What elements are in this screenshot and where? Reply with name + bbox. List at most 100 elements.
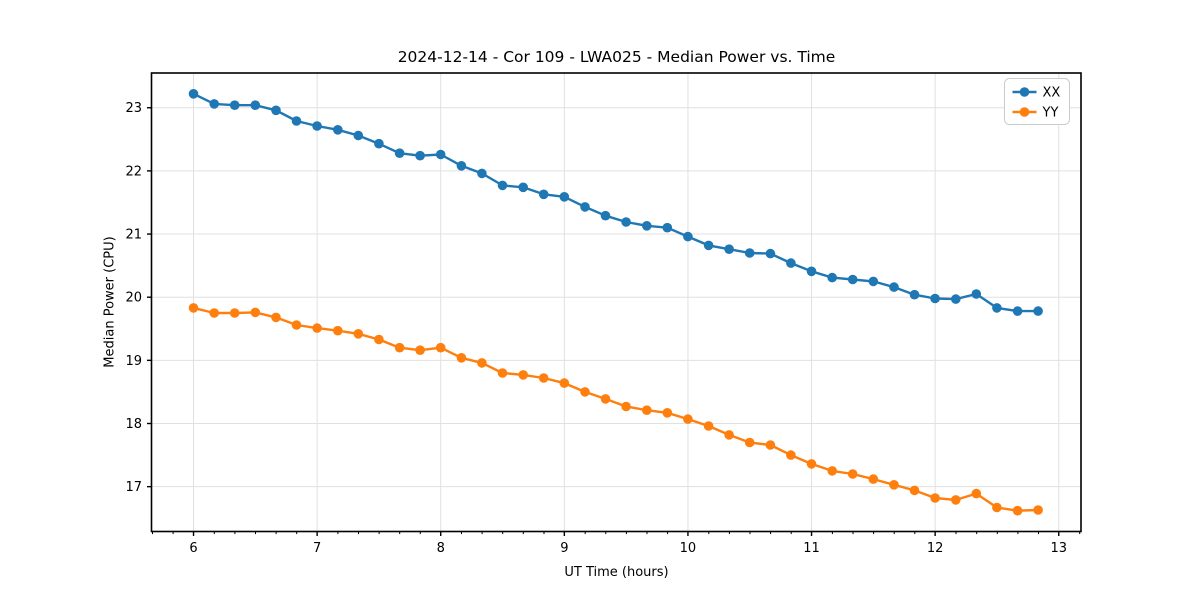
data-point-xx [209,99,219,109]
data-point-xx [1033,306,1043,316]
data-point-yy [580,387,590,397]
data-point-yy [456,353,467,363]
data-point-xx [1012,306,1023,316]
x-tick-label-13: 13 [1050,541,1067,556]
data-point-xx [271,105,281,116]
data-point-xx [868,276,879,287]
data-point-xx [724,244,734,254]
data-point-xx [229,100,240,110]
data-point-xx [744,248,755,258]
data-point-xx [559,192,570,202]
legend-item-yy: YY [1012,106,1059,121]
data-point-xx [642,221,652,231]
data-point-xx [662,222,673,233]
data-point-yy [559,378,570,388]
legend-label-yy: YY [1042,106,1059,121]
data-point-yy [827,466,837,476]
data-point-xx [333,125,343,135]
data-point-xx [971,289,982,299]
data-point-xx [291,116,302,126]
data-point-yy [229,308,240,318]
data-point-xx [683,231,693,242]
data-point-xx [806,266,817,277]
y-tick-label-22: 22 [125,164,142,179]
data-point-xx [621,217,631,227]
data-point-xx [250,100,261,110]
x-tick-label-6: 6 [189,541,197,556]
data-point-yy [209,308,219,318]
data-point-xx [930,293,940,304]
data-point-xx [951,294,961,304]
data-point-yy [971,488,982,499]
data-point-yy [992,502,1002,513]
tick-labels: 6 7 8 9 10 11 12 13 17 18 19 20 21 22 23 [125,101,1067,556]
data-point-yy [291,320,302,330]
data-point-xx [827,272,837,283]
y-tick-label-21: 21 [125,228,142,243]
y-axis-label: Median Power (CPU) [102,236,118,368]
axes-spines [150,72,1082,533]
y-tick-label-18: 18 [125,417,142,432]
data-point-yy [271,312,281,323]
data-point-xx [435,149,446,160]
data-point-yy [724,430,734,440]
data-point-yy [703,421,714,431]
data-point-xx [703,240,714,251]
data-point-xx [188,89,199,99]
data-point-yy [786,450,796,460]
data-point-yy [188,303,199,313]
chart-title: 2024-12-14 - Cor 109 - LWA025 - Median P… [397,48,836,66]
x-tick-label-9: 9 [560,541,568,556]
data-point-yy [744,437,755,448]
data-point-xx [538,189,549,200]
y-tick-label-19: 19 [125,354,142,369]
data-point-xx [394,148,405,158]
data-point-xx [580,202,590,212]
data-point-yy [374,334,384,345]
data-point-yy [353,329,364,339]
data-point-yy [909,485,920,496]
data-point-xx [847,274,858,285]
y-tick-label-23: 23 [125,101,142,116]
data-point-yy [806,459,817,469]
data-point-yy [477,358,487,368]
x-tick-label-10: 10 [680,541,697,556]
data-point-yy [642,405,652,416]
data-point-yy [518,370,528,380]
series-xx [188,89,1043,316]
data-point-xx [518,182,528,193]
data-point-yy [312,323,322,333]
data-point-yy [662,408,673,418]
data-point-xx [312,121,322,131]
data-point-xx [600,210,611,221]
y-tick-label-20: 20 [125,291,142,306]
legend-label-xx: XX [1043,86,1061,101]
data-point-yy [868,474,879,484]
data-point-yy [1033,505,1043,515]
data-point-xx [909,289,920,300]
data-point-xx [889,282,899,292]
legend-marker-yy [1019,107,1030,117]
data-point-xx [456,161,467,171]
data-point-xx [353,130,364,141]
data-point-yy [930,493,940,503]
grid [151,73,1081,532]
x-tick-label-7: 7 [313,541,321,556]
data-point-xx [786,258,796,268]
data-point-yy [765,440,776,450]
axis-ticks [147,107,1081,536]
series-yy [188,303,1043,516]
data-point-xx [374,138,384,149]
data-point-yy [847,469,858,479]
x-tick-label-12: 12 [927,541,944,556]
data-point-xx [477,168,487,179]
data-point-yy [250,307,261,318]
y-tick-label-17: 17 [125,480,142,495]
data-point-yy [435,342,446,353]
data-point-xx [765,248,776,259]
series-yy-line [193,306,1039,512]
legend: XX YY [1004,78,1070,125]
data-point-yy [1012,505,1023,516]
